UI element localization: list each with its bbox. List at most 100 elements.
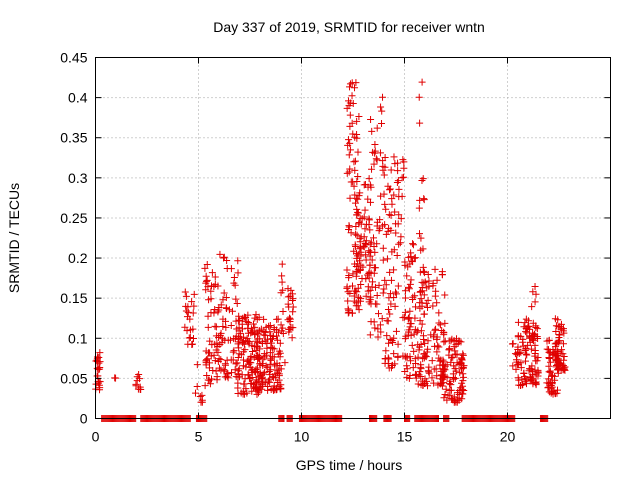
data-point	[445, 337, 453, 345]
data-point	[204, 283, 212, 291]
data-point	[260, 315, 268, 323]
data-point	[431, 265, 439, 273]
data-point	[559, 350, 567, 358]
data-point	[417, 234, 425, 242]
data-point	[354, 208, 362, 216]
data-point	[431, 342, 439, 350]
data-point	[444, 391, 452, 399]
data-point	[377, 103, 385, 111]
data-point	[362, 292, 370, 300]
data-point	[133, 377, 141, 385]
data-point	[415, 204, 423, 212]
data-point	[388, 200, 396, 208]
data-point	[262, 378, 270, 386]
data-point	[96, 349, 104, 357]
data-point	[190, 290, 198, 298]
data-point	[203, 261, 211, 269]
data-point	[345, 168, 353, 176]
data-point	[384, 227, 392, 235]
data-point	[206, 380, 214, 388]
data-point	[362, 251, 370, 259]
data-point	[233, 359, 241, 367]
data-point	[560, 329, 568, 337]
data-point	[366, 240, 374, 248]
data-point	[387, 226, 395, 234]
data-point	[410, 254, 418, 262]
data-point	[449, 370, 457, 378]
data-point	[393, 252, 401, 260]
data-point	[248, 342, 256, 350]
y-tick-label: 0.3	[68, 170, 88, 186]
data-point	[208, 341, 216, 349]
data-point	[353, 117, 361, 125]
data-point	[523, 351, 531, 359]
data-point	[346, 146, 354, 154]
data-point	[366, 261, 374, 269]
data-point	[459, 350, 467, 358]
data-point	[409, 240, 417, 248]
data-point	[430, 379, 438, 387]
data-point	[381, 153, 389, 161]
data-point	[232, 295, 240, 303]
data-point	[425, 363, 433, 371]
data-point	[364, 195, 372, 203]
data-point	[395, 193, 403, 201]
x-tick-label: 15	[397, 429, 413, 445]
data-point	[450, 393, 458, 401]
data-point	[343, 266, 351, 274]
data-point	[352, 287, 360, 295]
y-tick-label: 0.4	[68, 90, 88, 106]
data-point	[509, 362, 517, 370]
data-point	[424, 337, 432, 345]
data-point	[267, 356, 275, 364]
data-point	[390, 153, 398, 161]
data-point	[351, 157, 359, 165]
data-point	[379, 289, 387, 297]
data-point	[234, 353, 242, 361]
data-point	[346, 122, 354, 130]
data-point	[375, 281, 383, 289]
data-point	[348, 92, 356, 100]
data-point	[522, 357, 530, 365]
data-point	[458, 354, 466, 362]
data-point	[395, 240, 403, 248]
data-point	[234, 367, 242, 375]
data-point	[373, 300, 381, 308]
data-point	[386, 186, 394, 194]
data-point	[416, 119, 424, 127]
data-point	[193, 361, 201, 369]
data-point	[547, 382, 555, 390]
data-point	[357, 280, 365, 288]
data-point	[367, 293, 375, 301]
data-point	[379, 256, 387, 264]
data-point	[277, 365, 285, 373]
data-point	[451, 374, 459, 382]
data-point	[356, 238, 364, 246]
data-point	[232, 360, 240, 368]
data-point	[391, 208, 399, 216]
data-point	[554, 316, 562, 324]
data-point	[452, 341, 460, 349]
data-point	[202, 359, 210, 367]
data-point	[96, 386, 104, 394]
data-point	[216, 341, 224, 349]
data-point	[258, 385, 266, 393]
data-point	[346, 194, 354, 202]
data-point	[420, 196, 428, 204]
data-point	[256, 369, 264, 377]
data-point	[417, 287, 425, 295]
data-point	[237, 330, 245, 338]
data-point	[350, 158, 358, 166]
data-point	[201, 382, 209, 390]
data-point	[95, 377, 103, 385]
data-point	[520, 369, 528, 377]
data-point	[239, 338, 247, 346]
data-point	[217, 301, 225, 309]
data-point	[411, 314, 419, 322]
data-point	[351, 84, 359, 92]
data-point	[429, 302, 437, 310]
data-point	[415, 371, 423, 379]
data-point	[262, 351, 270, 359]
data-point	[394, 282, 402, 290]
